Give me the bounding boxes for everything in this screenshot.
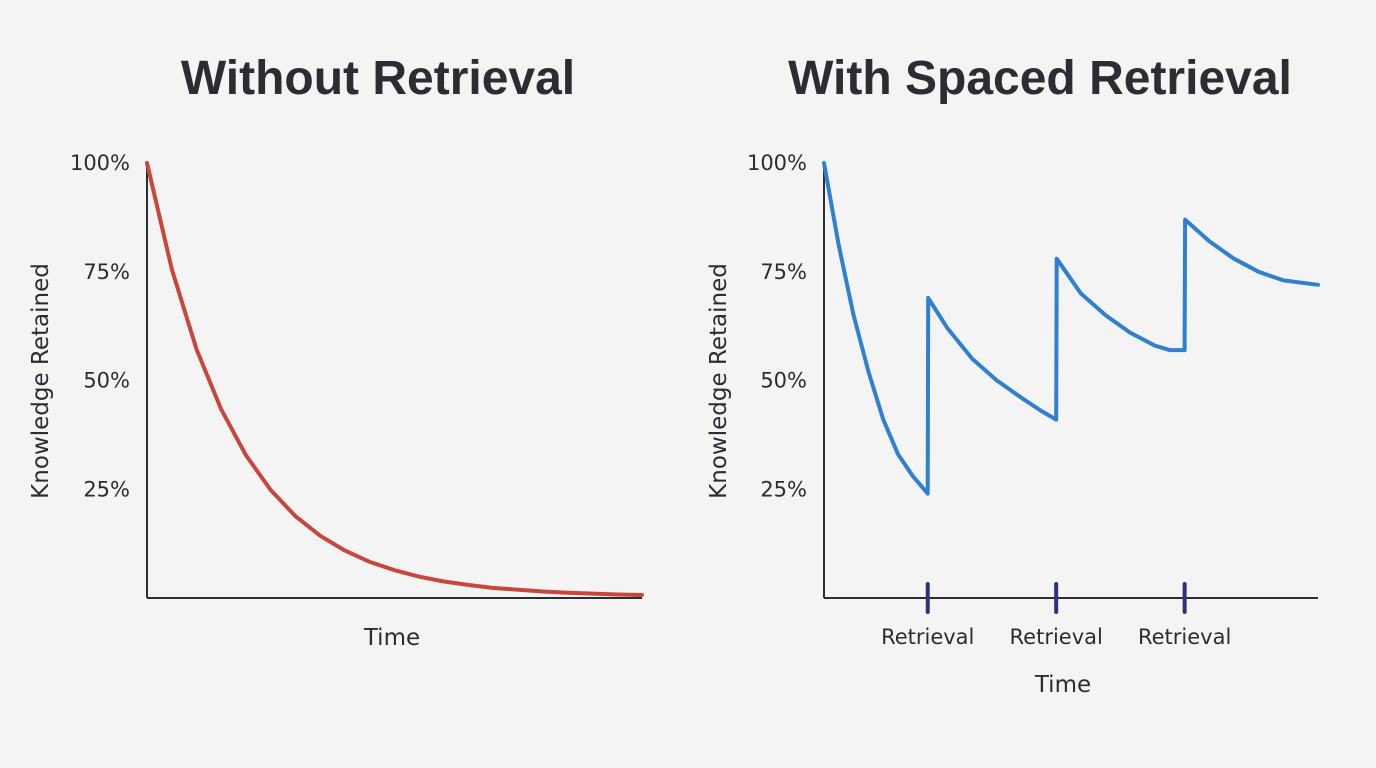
retrieval-label-0: Retrieval — [881, 625, 974, 649]
y-axis-label-right: Knowledge Retained — [706, 263, 732, 499]
y-tick-label-left-0: 100% — [70, 151, 130, 175]
y-tick-label-right-1: 75% — [760, 260, 807, 284]
y-tick-label-left-2: 50% — [83, 369, 130, 393]
y-tick-label-right-0: 100% — [747, 151, 807, 175]
series-line-left — [145, 161, 644, 597]
chart-title-left: Without Retrieval — [181, 52, 575, 105]
x-axis-label-right: Time — [1034, 672, 1091, 698]
retrieval-label-2: Retrieval — [1138, 625, 1231, 649]
y-tick-label-left-1: 75% — [83, 260, 130, 284]
x-axis-label-left: Time — [363, 625, 420, 651]
y-tick-label-right-3: 25% — [760, 477, 807, 501]
chart-title-right: With Spaced Retrieval — [788, 52, 1292, 105]
chart-with-spaced-retrieval: With Spaced Retrieval Knowledge Retained… — [706, 52, 1320, 698]
y-tick-label-left-3: 25% — [83, 477, 130, 501]
y-axis-label-left: Knowledge Retained — [28, 263, 54, 499]
retrieval-label-1: Retrieval — [1010, 625, 1103, 649]
series-line-right — [822, 161, 1320, 496]
chart-without-retrieval: Without Retrieval Knowledge Retained Tim… — [28, 52, 644, 651]
y-tick-label-right-2: 50% — [760, 369, 807, 393]
